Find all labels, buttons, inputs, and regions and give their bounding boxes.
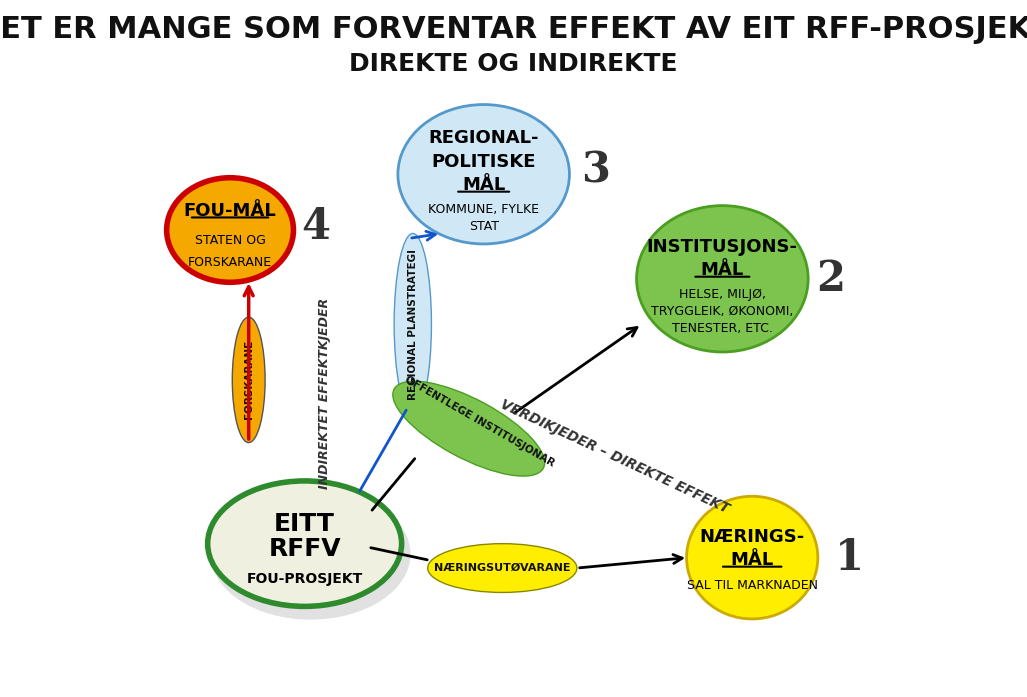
Text: POLITISKE: POLITISKE <box>431 153 536 171</box>
Text: SAL TIL MARKNADEN: SAL TIL MARKNADEN <box>687 579 817 592</box>
Text: MÅL: MÅL <box>700 261 744 279</box>
Ellipse shape <box>232 317 265 443</box>
Text: KOMMUNE, FYLKE: KOMMUNE, FYLKE <box>428 203 539 215</box>
Text: INSTITUSJONS-: INSTITUSJONS- <box>647 238 798 256</box>
Ellipse shape <box>687 496 817 619</box>
Text: REGIONAL PLANSTRATEGI: REGIONAL PLANSTRATEGI <box>408 249 418 399</box>
Text: NÆRINGSUTØVARANE: NÆRINGSUTØVARANE <box>434 563 571 573</box>
Ellipse shape <box>397 105 569 244</box>
Text: TRYGGLEIK, ØKONOMI,: TRYGGLEIK, ØKONOMI, <box>651 305 794 318</box>
Ellipse shape <box>394 233 431 415</box>
Text: 3: 3 <box>581 150 610 192</box>
Text: REGIONAL-: REGIONAL- <box>428 129 539 147</box>
Text: FOU-PROSJEKT: FOU-PROSJEKT <box>246 572 363 585</box>
Ellipse shape <box>392 381 544 476</box>
Text: MÅL: MÅL <box>462 176 505 194</box>
Text: FORSKARANE: FORSKARANE <box>243 340 254 420</box>
Text: FOU-MÅL: FOU-MÅL <box>184 202 276 220</box>
Text: 4: 4 <box>301 206 331 247</box>
Text: 2: 2 <box>816 258 845 300</box>
Ellipse shape <box>166 178 294 282</box>
Ellipse shape <box>207 481 402 606</box>
Text: TENESTER, ETC.: TENESTER, ETC. <box>672 323 772 335</box>
Ellipse shape <box>427 544 577 592</box>
Text: INDIREKTET EFFEKTKJEDER: INDIREKTET EFFEKTKJEDER <box>318 298 332 489</box>
Text: NÆRINGS-: NÆRINGS- <box>699 528 805 546</box>
Text: OFFENTLEGE INSTITUSJONAR: OFFENTLEGE INSTITUSJONAR <box>404 374 557 469</box>
Text: MÅL: MÅL <box>730 551 773 569</box>
Text: DET ER MANGE SOM FORVENTAR EFFEKT AV EIT RFF-PROSJEKT: DET ER MANGE SOM FORVENTAR EFFEKT AV EIT… <box>0 15 1027 44</box>
Text: 1: 1 <box>835 537 864 579</box>
Text: STAT: STAT <box>468 220 499 233</box>
Text: VERDIKJEDER – DIREKTE EFFEKT: VERDIKJEDER – DIREKTE EFFEKT <box>497 397 731 516</box>
Ellipse shape <box>637 206 808 352</box>
Ellipse shape <box>211 489 411 620</box>
Text: HELSE, MILJØ,: HELSE, MILJØ, <box>679 288 766 300</box>
Text: RFFV: RFFV <box>268 537 341 561</box>
Text: FORSKARANE: FORSKARANE <box>188 256 272 269</box>
Text: DIREKTE OG INDIREKTE: DIREKTE OG INDIREKTE <box>349 52 678 76</box>
Text: EITT: EITT <box>274 512 335 536</box>
Text: STATEN OG: STATEN OG <box>194 234 266 247</box>
